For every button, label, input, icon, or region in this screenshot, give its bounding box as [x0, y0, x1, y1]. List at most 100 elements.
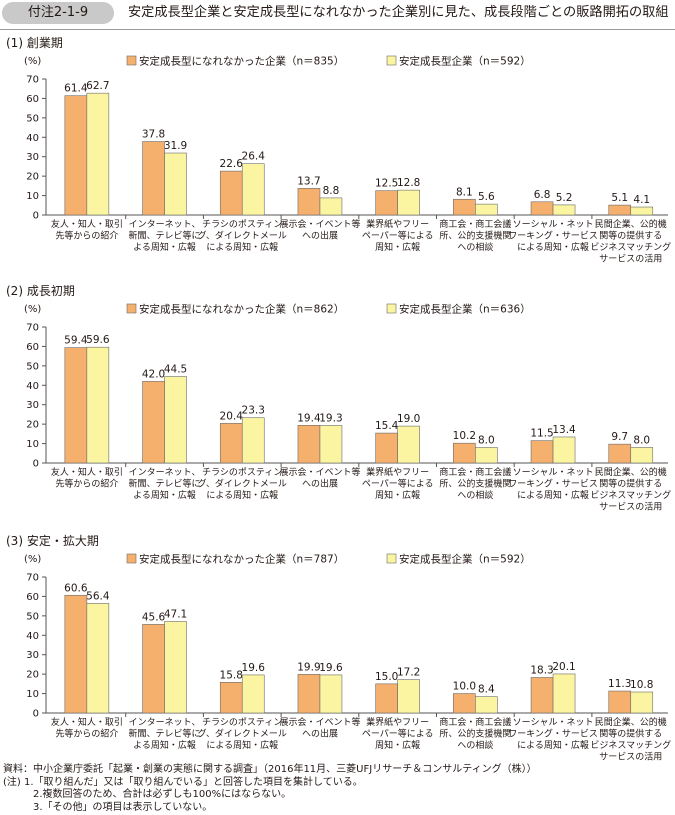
x-category-label-line: 友人・知人・取引 — [51, 716, 123, 728]
x-category-label-line: ワーキング・サービス — [508, 478, 598, 490]
y-tick-label: 30 — [26, 152, 39, 163]
bar — [86, 603, 110, 714]
bar-value-label: 61.4 — [64, 83, 88, 95]
x-category-label-line: 展示会・イベント等 — [279, 218, 360, 230]
bar-value-label: 8.4 — [478, 684, 495, 696]
y-tick-label: 20 — [26, 172, 39, 183]
y-tick-label: 30 — [26, 400, 39, 411]
bar — [164, 376, 187, 464]
x-category-label-line: 民間企業、公的機 — [595, 716, 667, 728]
figure-header: 付注2-1-9 安定成長型企業と安定成長型になれなかった企業別に見た、成長段階ご… — [0, 0, 675, 30]
x-category-label: 商工会・商工会議所、公的支援機関への相談 — [439, 466, 511, 501]
y-tick-label: 0 — [33, 709, 39, 720]
x-category-label-line: 業界紙やフリー — [366, 218, 429, 230]
x-category-label-line: 所、公的支援機関 — [439, 230, 511, 242]
bar — [142, 141, 165, 216]
legend-label: 安定成長型になれなかった企業（n＝862） — [139, 303, 344, 316]
bar — [608, 443, 632, 464]
bar-value-label: 12.8 — [397, 177, 420, 189]
y-tick-label: 60 — [26, 592, 39, 603]
bar-value-label: 5.2 — [556, 192, 573, 204]
note-3: 3.「その他」の項目は表示していない。 — [33, 801, 213, 813]
x-category-label: インターネット、新聞、テレビ等による周知・広報 — [129, 219, 201, 253]
x-category-label: インターネット、新聞、テレビ等による周知・広報 — [129, 467, 201, 501]
panel-title: (3) 安定・拡大期 — [6, 533, 99, 548]
bar-value-label: 59.4 — [64, 335, 88, 347]
bar-value-label: 56.4 — [86, 590, 110, 602]
bar — [219, 682, 243, 714]
x-category-label-line: 業界紙やフリー — [366, 466, 429, 478]
bar-value-label: 13.4 — [552, 424, 576, 436]
y-tick-label: 20 — [26, 670, 39, 681]
x-category-label-line: 所、公的支援機関 — [439, 728, 511, 740]
x-category-label-line: よる周知・広報 — [133, 739, 196, 751]
bar-value-label: 62.7 — [86, 80, 109, 92]
x-category-label-line: 新聞、テレビ等に — [129, 230, 201, 242]
x-category-label-line: 友人・知人・取引 — [51, 466, 123, 478]
bar — [86, 92, 110, 216]
x-category-label: チラシのポスティング、ダイレクトメールによる周知・広報 — [198, 467, 287, 501]
x-category-label-line: 先等からの紹介 — [55, 478, 118, 490]
bar — [552, 204, 576, 216]
x-category-label-line: 新聞、テレビ等に — [129, 728, 201, 740]
y-tick-label: 70 — [26, 75, 39, 86]
bar-value-label: 11.5 — [530, 428, 553, 440]
bar — [453, 693, 476, 714]
bar — [630, 447, 654, 464]
bar — [375, 683, 398, 714]
bar-value-label: 6.8 — [534, 189, 551, 201]
bar-value-label: 8.0 — [478, 434, 495, 446]
bar — [530, 677, 554, 714]
x-category-label: 友人・知人・取引先等からの紹介 — [51, 716, 123, 740]
x-category-label-line: インターネット、 — [129, 717, 201, 728]
x-category-label-line: グ、ダイレクトメール — [198, 478, 287, 490]
y-tick-label: 70 — [26, 323, 39, 334]
bar — [64, 347, 88, 464]
x-category-label-line: 所、公的支援機関 — [439, 478, 511, 490]
bar — [164, 152, 187, 216]
bar-value-label: 22.6 — [220, 158, 244, 170]
bar — [530, 440, 554, 464]
bar-value-label: 19.6 — [319, 662, 343, 674]
x-category-label-line: ビジネスマッチング — [590, 739, 671, 751]
note-2: 2.複数回答のため、合計は必ずしも100%にはならない。 — [33, 789, 292, 800]
x-category-label-line: 業界紙やフリー — [366, 716, 429, 728]
bar — [552, 673, 576, 714]
legend-label: 安定成長型企業（n＝636） — [399, 303, 531, 316]
bar-value-label: 8.8 — [323, 185, 340, 197]
x-category-label-line: チラシのポスティン — [202, 219, 282, 230]
bar-value-label: 4.1 — [633, 194, 650, 206]
bar-value-label: 13.7 — [297, 175, 320, 187]
legend-swatch — [126, 303, 137, 314]
bar-value-label: 15.4 — [375, 420, 399, 432]
bar-value-label: 5.6 — [478, 191, 495, 203]
legend-label: 安定成長型になれなかった企業（n＝835） — [139, 55, 344, 68]
x-category-label: 業界紙やフリーペーパー等による周知・広報 — [362, 716, 434, 751]
x-category-label: 展示会・イベント等への出展 — [279, 218, 360, 242]
legend-label: 安定成長型企業（n＝592） — [399, 553, 531, 566]
x-category-label: 展示会・イベント等への出展 — [279, 466, 360, 490]
bar-value-label: 10.8 — [630, 679, 653, 691]
bar-value-label: 9.7 — [611, 431, 628, 443]
x-category-label: 民間企業、公的機関等の提供するビジネスマッチングサービスの活用 — [590, 716, 671, 763]
bar-value-label: 19.0 — [397, 413, 420, 425]
bar-value-label: 19.9 — [297, 661, 320, 673]
x-category-label: 民間企業、公的機関等の提供するビジネスマッチングサービスの活用 — [590, 466, 671, 513]
legend-swatch — [386, 553, 397, 564]
y-tick-label: 30 — [26, 650, 39, 661]
bar — [608, 204, 632, 216]
x-category-label-line: 友人・知人・取引 — [51, 218, 123, 230]
bar-value-label: 15.0 — [375, 671, 398, 683]
x-category-label-line: サービスの活用 — [599, 751, 662, 763]
x-category-label-line: への出展 — [302, 478, 338, 490]
x-category-label-line: 先等からの紹介 — [55, 728, 118, 740]
x-category-label-line: グ、ダイレクトメール — [198, 728, 287, 740]
y-tick-label: 0 — [33, 459, 39, 470]
bar-value-label: 37.8 — [142, 129, 165, 141]
x-category-label-line: ソーシャル・ネット — [513, 467, 594, 478]
bar-value-label: 59.6 — [86, 334, 110, 346]
x-category-label-line: による周知・広報 — [206, 241, 278, 253]
legend-label: 安定成長型になれなかった企業（n＝787） — [139, 553, 344, 566]
x-category-label-line: インターネット、 — [129, 467, 201, 478]
y-axis-unit-label: (%) — [24, 304, 41, 315]
